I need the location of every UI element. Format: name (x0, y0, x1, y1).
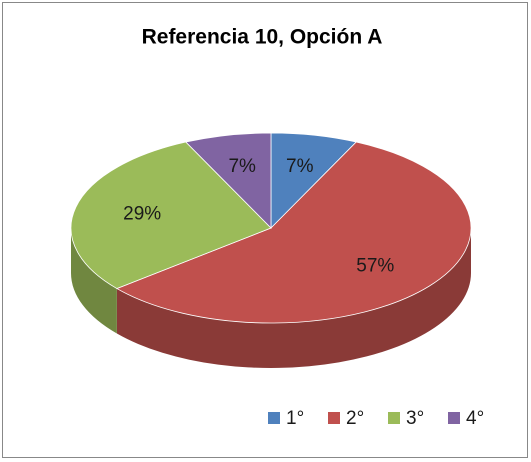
slice (70, 141, 272, 289)
legend-label: 4° (466, 408, 484, 429)
slice (115, 141, 472, 324)
slice-side (116, 228, 472, 368)
data-label: 29% (123, 203, 161, 224)
chart-title: Referencia 10, Opción A (142, 26, 383, 49)
legend-label: 3° (406, 408, 424, 429)
data-label: 57% (356, 255, 394, 276)
legend-label: 1° (286, 408, 304, 429)
slice (185, 132, 272, 229)
legend-swatch (268, 412, 280, 424)
legend-label: 2° (346, 408, 364, 429)
legend-swatch (388, 412, 400, 424)
legend-swatch (328, 412, 340, 424)
data-label: 7% (228, 156, 256, 177)
legend-swatch (448, 412, 460, 424)
data-label: 7% (286, 156, 314, 177)
slice-side (71, 228, 117, 334)
